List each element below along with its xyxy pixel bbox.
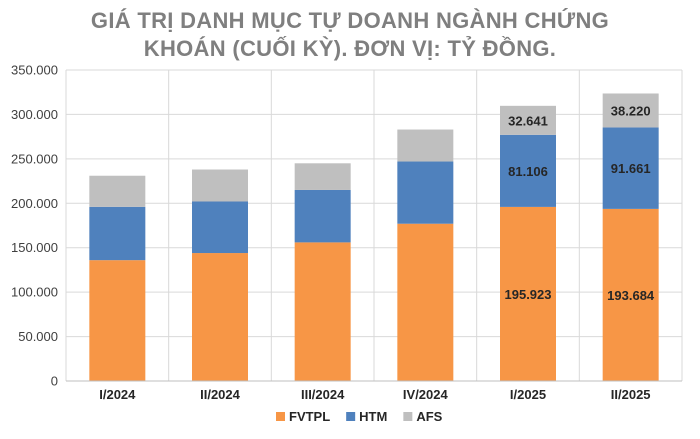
x-tick-label: III/2024 (301, 387, 345, 402)
data-label: 193.684 (607, 288, 655, 303)
bar-afs-1 (89, 175, 146, 207)
chart-title-line-1: GIÁ TRỊ DANH MỤC TỰ DOANH NGÀNH CHỨNG (90, 8, 610, 33)
bar-afs-4 (397, 129, 454, 162)
bar-afs-2 (192, 169, 248, 202)
y-tick-label: 0 (51, 374, 58, 389)
data-label: 195.923 (505, 287, 552, 302)
bar-htm-4 (397, 161, 454, 224)
legend-label-htm: HTM (359, 409, 387, 424)
y-tick-label: 150.000 (11, 240, 58, 255)
data-label: 38.220 (611, 103, 651, 118)
x-tick-label: IV/2024 (403, 387, 449, 402)
bar-afs-3 (294, 163, 351, 190)
bar-fvtpl-4 (397, 223, 454, 381)
x-tick-label: I/2024 (99, 387, 136, 402)
y-tick-label: 200.000 (11, 196, 58, 211)
x-tick-label: II/2025 (611, 387, 651, 402)
chart-title-line-2: KHOÁN (CUỐI KỲ). ĐƠN VỊ: TỶ ĐỒNG. (143, 36, 557, 61)
bar-htm-1 (89, 206, 146, 261)
bar-htm-2 (192, 201, 248, 254)
legend-label-afs: AFS (416, 409, 442, 424)
bar-fvtpl-1 (89, 260, 146, 381)
bar-afs-5 (500, 105, 556, 135)
bar-fvtpl-3 (294, 242, 351, 381)
bar-afs-6 (602, 93, 659, 128)
y-tick-label: 250.000 (11, 151, 58, 166)
legend-label-fvtpl: FVTPL (289, 409, 330, 424)
bar-htm-6 (602, 127, 659, 209)
data-label: 32.641 (508, 113, 548, 128)
bar-fvtpl-6 (602, 208, 659, 381)
legend-swatch-fvtpl (276, 412, 285, 421)
x-tick-label: I/2025 (510, 387, 546, 402)
legend-swatch-afs (403, 412, 413, 421)
data-label: 81.106 (508, 164, 548, 179)
bar-htm-3 (294, 189, 351, 243)
data-label: 91.661 (611, 161, 651, 176)
bar-fvtpl-5 (500, 206, 556, 381)
y-tick-label: 350.000 (11, 63, 58, 78)
y-tick-label: 300.000 (11, 107, 58, 122)
y-tick-label: 50.000 (18, 329, 58, 344)
bar-htm-5 (500, 134, 556, 207)
x-tick-label: II/2024 (200, 387, 241, 402)
legend-swatch-htm (346, 412, 356, 421)
y-tick-label: 100.000 (11, 285, 58, 300)
bar-fvtpl-2 (192, 253, 248, 381)
